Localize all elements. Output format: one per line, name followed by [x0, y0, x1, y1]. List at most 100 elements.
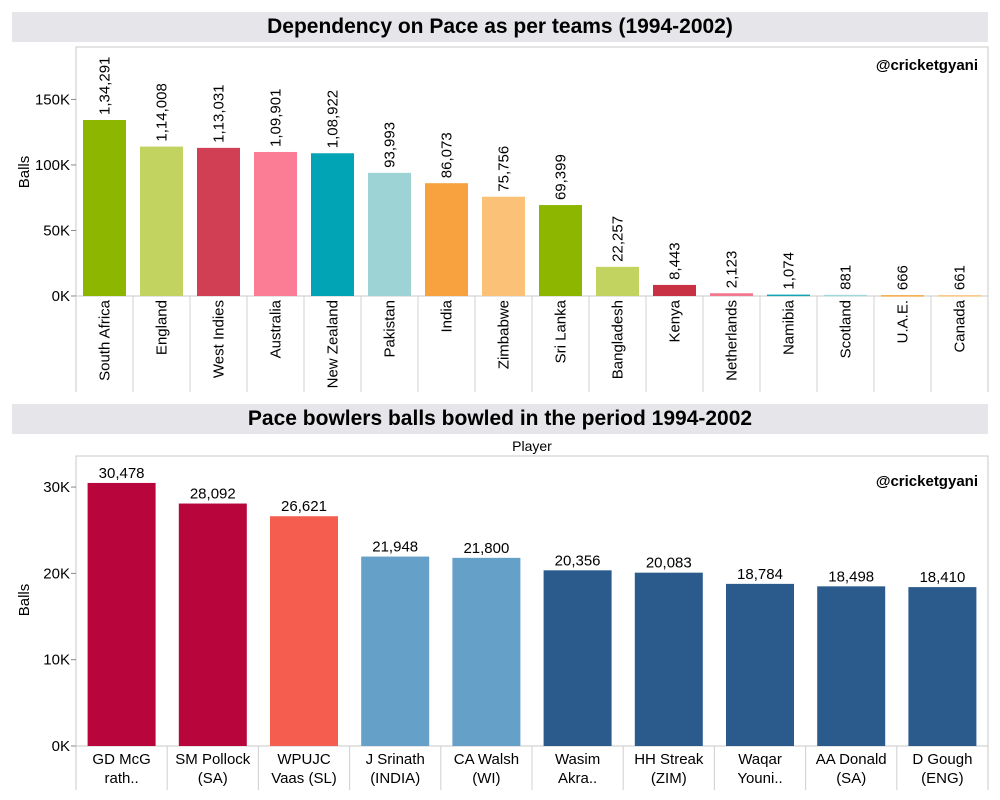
category-label: WPUJC: [277, 751, 330, 768]
category-label: (INDIA): [370, 770, 420, 787]
category-label: CA Walsh: [454, 751, 519, 768]
watermark: @cricketgyani: [876, 473, 978, 490]
data-label: 93,993: [382, 122, 399, 168]
category-label: Bangladesh: [610, 300, 627, 379]
bar: [817, 586, 886, 746]
category-label: Zimbabwe: [496, 300, 513, 369]
category-label: GD McG: [92, 751, 150, 768]
bar: [140, 146, 183, 296]
category-label: (ZIM): [651, 770, 687, 787]
category-label: Vaas (SL): [271, 770, 337, 787]
bar: [824, 294, 867, 297]
bar: [543, 570, 612, 746]
category-label: SM Pollock: [175, 751, 251, 768]
data-label: 1,074: [781, 252, 798, 290]
data-label: 86,073: [439, 132, 456, 178]
category-label: HH Streak: [634, 751, 704, 768]
data-label: 28,092: [190, 486, 236, 503]
category-label: D Gough: [912, 751, 972, 768]
bar: [710, 293, 753, 296]
bar: [311, 153, 354, 296]
data-label: 2,123: [724, 251, 741, 289]
data-label: 69,399: [553, 154, 570, 200]
team-pace-chart: 0K 50K 100K 150K Balls @cricketgyani 1,34,291 S…: [16, 46, 989, 392]
bar: [881, 295, 924, 297]
y-axis-label: Balls: [16, 584, 33, 617]
bar: [197, 147, 240, 296]
data-label: 1,09,901: [268, 89, 285, 147]
category-label: (SA): [836, 770, 866, 787]
watermark: @cricketgyani: [876, 57, 978, 74]
y-tick-label: 10K: [43, 652, 70, 669]
y-axis-label: Balls: [16, 156, 33, 189]
bar: [425, 183, 468, 296]
category-label: Namibia: [781, 299, 798, 355]
data-label: 26,621: [281, 498, 327, 515]
bar: [368, 172, 411, 296]
pace-bowlers-chart: Player 0K 10K 20K 30K Balls @cricketgyani 30,47…: [16, 438, 989, 790]
data-label: 661: [952, 265, 969, 290]
bar: [908, 587, 977, 746]
y-tick-label: 150K: [35, 91, 70, 108]
category-label: West Indies: [211, 300, 228, 378]
bar: [539, 205, 582, 296]
category-label: (SA): [198, 770, 228, 787]
bar: [452, 557, 521, 746]
data-label: 18,498: [828, 568, 874, 585]
data-label: 1,13,031: [211, 84, 228, 142]
category-label: U.A.E.: [895, 300, 912, 343]
data-label: 22,257: [610, 216, 627, 262]
y-tick-label: 20K: [43, 565, 70, 582]
category-label: (ENG): [921, 770, 964, 787]
category-label: Akra..: [558, 770, 597, 787]
category-label: Sri Lanka: [553, 299, 570, 363]
chart2-title: Pace bowlers balls bowled in the period …: [247, 407, 753, 430]
category-label: South Africa: [97, 299, 114, 381]
category-label: England: [154, 300, 171, 355]
category-label: rath..: [105, 770, 139, 787]
data-label: 20,083: [646, 555, 692, 572]
data-label: 75,756: [496, 146, 513, 192]
category-label: Australia: [268, 299, 285, 358]
data-label: 20,356: [555, 552, 601, 569]
bar: [596, 266, 639, 296]
bar: [482, 196, 525, 296]
data-label: 21,948: [372, 539, 418, 556]
category-label: Waqar: [738, 751, 782, 768]
data-label: 1,14,008: [154, 83, 171, 141]
category-label: AA Donald: [816, 751, 887, 768]
bar: [767, 294, 810, 297]
bar: [653, 284, 696, 296]
bar: [87, 482, 156, 746]
category-label: J Srinath: [366, 751, 425, 768]
category-label: New Zealand: [325, 300, 342, 388]
category-label: Kenya: [667, 299, 684, 342]
bar: [726, 583, 794, 746]
data-label: 881: [838, 265, 855, 290]
bar: [83, 120, 126, 296]
data-label: 21,800: [463, 540, 509, 557]
bar: [254, 151, 297, 296]
bar: [361, 556, 430, 746]
y-tick-label: 100K: [35, 157, 70, 174]
data-label: 18,784: [737, 566, 783, 583]
category-label: Netherlands: [724, 300, 741, 381]
bar: [634, 572, 703, 746]
category-label: Scotland: [838, 300, 855, 358]
bar: [178, 503, 247, 746]
data-label: 1,34,291: [97, 57, 114, 115]
category-label: (WI): [472, 770, 500, 787]
chart1-title-bar: Dependency on Pace as per teams (1994-20…: [12, 12, 988, 42]
category-label: Wasim: [555, 751, 600, 768]
data-label: 666: [895, 265, 912, 290]
chart1-title: Dependency on Pace as per teams (1994-20…: [267, 15, 733, 38]
y-tick-label: 0K: [52, 738, 70, 755]
y-tick-label: 50K: [43, 222, 70, 239]
data-label: 1,08,922: [325, 90, 342, 148]
chart2-subtitle: Player: [512, 438, 552, 454]
bar: [938, 295, 981, 297]
category-label: Youni..: [737, 770, 782, 787]
category-label: Pakistan: [382, 300, 399, 358]
chart2-title-bar: Pace bowlers balls bowled in the period …: [12, 404, 988, 434]
